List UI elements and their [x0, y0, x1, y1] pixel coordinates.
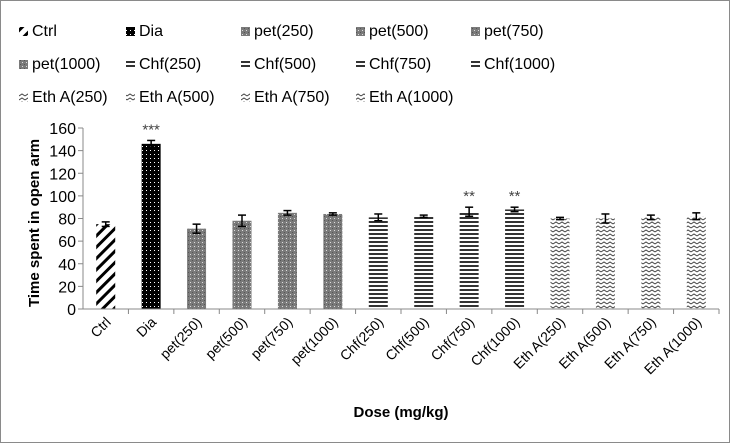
legend-swatch — [126, 60, 135, 69]
x-tick-label: Chf(500) — [382, 314, 432, 364]
legend-swatch — [471, 27, 480, 36]
legend-swatch — [471, 60, 480, 69]
y-axis-label: Time spent in open arm — [26, 139, 43, 307]
legend-item: Chf(250) — [126, 56, 201, 73]
legend-swatch — [19, 60, 28, 69]
significance-label: ** — [463, 188, 475, 205]
bar — [459, 211, 479, 309]
x-axis: Ctrl Diapet(250)pet(500)pet(750)pet(1000)… — [83, 308, 720, 377]
legend-item: Eth A(500) — [126, 89, 215, 106]
bars: ***** ** — [96, 121, 706, 309]
legend-item: pet(500) — [356, 23, 429, 40]
legend-label: Chf(750) — [369, 56, 431, 73]
bar — [187, 228, 207, 309]
bar — [505, 209, 525, 309]
bar — [141, 143, 161, 309]
x-tick-label: pet(1000) — [287, 314, 341, 368]
legend-swatch — [241, 60, 250, 69]
legend-item: Eth A(250) — [19, 89, 108, 106]
legend-item: Eth A(1000) — [356, 89, 454, 106]
x-axis-label: Dose (mg/kg) — [353, 404, 448, 421]
x-tick-label: Ctrl — [87, 314, 114, 341]
legend-label: Eth A(250) — [32, 89, 108, 106]
legend-item: Chf(750) — [356, 56, 431, 73]
legend-item: Dia — [126, 23, 163, 40]
bar — [277, 212, 297, 309]
significance-label: *** — [142, 121, 160, 138]
y-tick-label: 40 — [58, 257, 76, 274]
legend-item: Eth A(750) — [241, 89, 330, 106]
significance-label: ** — [509, 188, 521, 205]
bar — [414, 216, 434, 309]
bar — [96, 224, 116, 309]
y-tick-label: 100 — [49, 189, 76, 206]
legend-label: Ctrl — [32, 23, 57, 40]
legend-label: Eth A(750) — [254, 89, 330, 106]
legend-label: Chf(250) — [139, 56, 201, 73]
legend-label: pet(1000) — [32, 56, 101, 73]
legend-label: pet(500) — [369, 23, 429, 40]
y-tick-label: 120 — [49, 166, 76, 183]
y-tick-label: 20 — [58, 279, 76, 296]
legend-swatch — [126, 27, 135, 36]
legend-label: Eth A(1000) — [369, 89, 454, 106]
legend-label: Dia — [139, 23, 163, 40]
bar — [323, 213, 343, 309]
y-tick-label: 140 — [49, 144, 76, 161]
legend-item: pet(1000) — [19, 56, 101, 73]
legend-item: pet(750) — [471, 23, 544, 40]
legend-item: Chf(1000) — [471, 56, 555, 73]
bar — [368, 217, 388, 309]
y-axis: 0 20 40 60 80 100 120 140 160 — [49, 121, 84, 319]
legend: Ctrl Dia pet(250) pet(500) pet(750) pet(1000)… — [19, 23, 555, 106]
legend-label: pet(750) — [484, 23, 544, 40]
legend-swatch — [356, 60, 365, 69]
y-tick-label: 160 — [49, 121, 76, 138]
legend-item: Ctrl — [19, 23, 57, 40]
legend-swatch — [19, 93, 28, 102]
x-tick-label: pet(500) — [202, 314, 250, 362]
legend-swatch — [19, 27, 28, 36]
y-tick-label: 60 — [58, 234, 76, 251]
legend-swatch — [241, 93, 250, 102]
legend-item: Chf(500) — [241, 56, 316, 73]
x-tick-label: pet(250) — [156, 314, 204, 362]
y-tick-label: 80 — [58, 212, 76, 229]
bar — [232, 220, 252, 309]
x-tick-label: Dia — [133, 314, 159, 340]
legend-swatch — [241, 27, 250, 36]
bar — [550, 218, 570, 309]
x-tick-label: Chf(250) — [337, 314, 387, 364]
bar — [641, 217, 661, 309]
legend-swatch — [356, 27, 365, 36]
legend-label: Chf(1000) — [484, 56, 555, 73]
legend-item: pet(250) — [241, 23, 314, 40]
y-tick-label: 0 — [67, 302, 76, 319]
legend-label: Eth A(500) — [139, 89, 215, 106]
legend-swatch — [126, 93, 135, 102]
bar — [595, 218, 615, 309]
legend-label: Chf(500) — [254, 56, 316, 73]
bar — [686, 216, 706, 309]
legend-swatch — [356, 93, 365, 102]
legend-label: pet(250) — [254, 23, 314, 40]
